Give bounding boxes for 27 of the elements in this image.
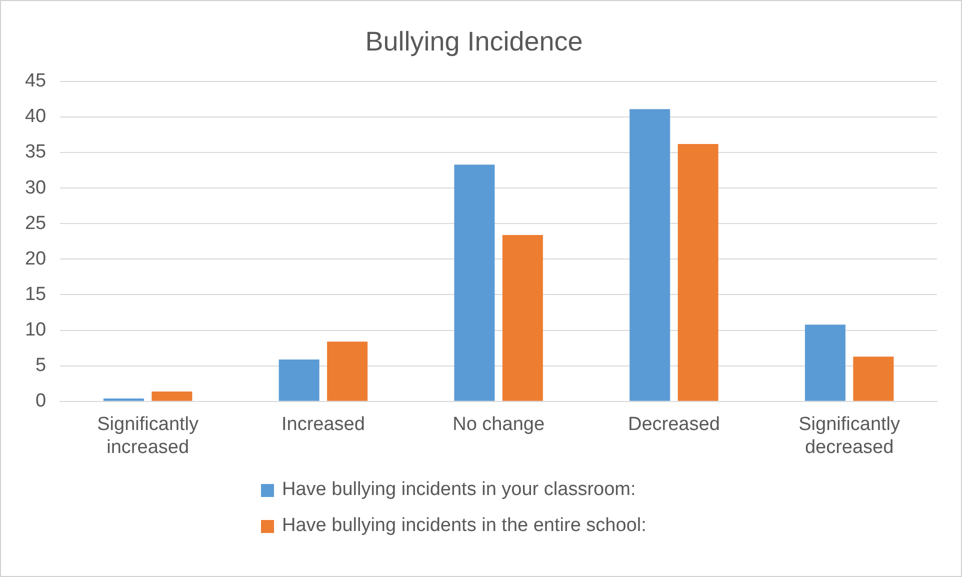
x-tick-label: Significantly decreased xyxy=(798,414,900,458)
y-tick-label: 0 xyxy=(36,390,46,412)
legend-label: Have bullying incidents in the entire school: xyxy=(282,515,646,537)
bar xyxy=(327,342,368,401)
y-tick-label: 15 xyxy=(24,284,46,305)
bar xyxy=(630,109,670,401)
y-tick-label: 5 xyxy=(36,355,46,376)
bar xyxy=(853,356,894,401)
bar xyxy=(678,144,718,401)
y-tick-label: 10 xyxy=(24,320,46,341)
legend-label: Have bullying incidents in your classroom: xyxy=(282,479,636,501)
x-tick-label: Decreased xyxy=(628,414,720,436)
chart-title: Bullying Incidence xyxy=(365,26,583,57)
y-tick-label: 35 xyxy=(24,142,46,163)
y-tick-label: 20 xyxy=(24,248,46,270)
y-tick-label: 30 xyxy=(24,177,46,198)
bar xyxy=(454,164,495,401)
x-tick-label: Significantly increased xyxy=(97,414,200,458)
bar xyxy=(152,391,192,401)
y-tick-label: 40 xyxy=(24,106,46,128)
bar xyxy=(502,235,543,401)
x-tick-label: Increased xyxy=(281,414,365,436)
y-tick-label: 45 xyxy=(24,70,46,92)
x-tick-label: No change xyxy=(452,414,545,436)
y-tick-label: 25 xyxy=(24,212,46,234)
bar xyxy=(804,324,846,401)
bar xyxy=(278,359,320,401)
